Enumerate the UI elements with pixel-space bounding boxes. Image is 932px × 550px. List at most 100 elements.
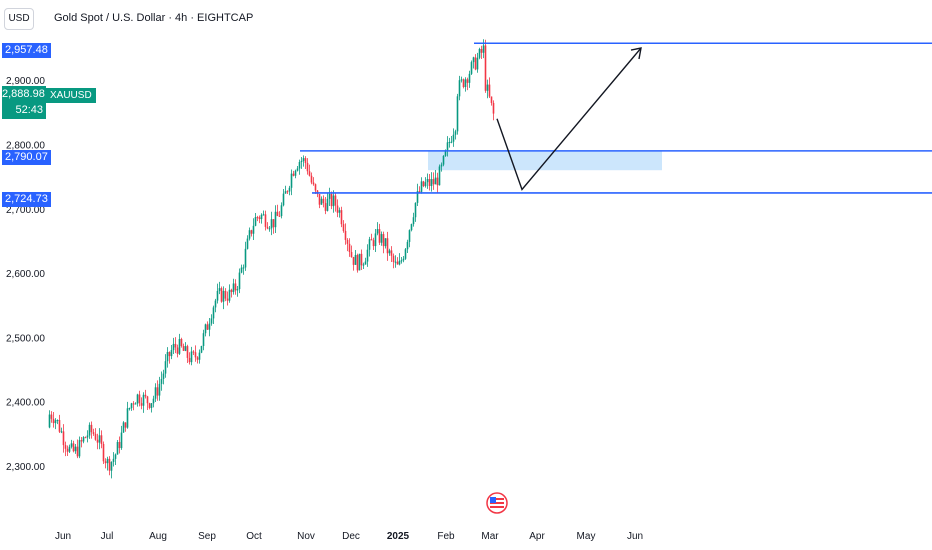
candle-body bbox=[208, 323, 211, 330]
candle-body bbox=[118, 442, 121, 449]
candle-body bbox=[142, 394, 145, 406]
candle-body bbox=[130, 403, 133, 409]
candle-body bbox=[366, 249, 369, 262]
candle-body bbox=[78, 440, 81, 457]
candle-body bbox=[474, 57, 477, 70]
x-tick-label: 2025 bbox=[387, 531, 410, 542]
candle-body bbox=[454, 131, 457, 135]
candle-body bbox=[156, 387, 159, 396]
candle-body bbox=[172, 343, 175, 351]
candle-body bbox=[318, 194, 321, 205]
candle-body bbox=[186, 346, 189, 358]
candle-body bbox=[224, 290, 227, 299]
candle-body bbox=[416, 191, 419, 203]
candle-body bbox=[408, 230, 411, 242]
candle-body bbox=[422, 181, 425, 187]
candle-body bbox=[478, 48, 481, 58]
candle-body bbox=[336, 205, 339, 213]
candle-body bbox=[232, 283, 235, 293]
candle-body bbox=[452, 134, 455, 142]
candle-body bbox=[250, 230, 253, 234]
candle-body bbox=[72, 443, 75, 452]
candle-body bbox=[146, 396, 149, 404]
us-flag-icon[interactable] bbox=[486, 492, 508, 514]
candle-body bbox=[164, 361, 167, 374]
candle-body bbox=[448, 142, 451, 144]
candle-body bbox=[90, 424, 93, 433]
candle-body bbox=[350, 251, 353, 258]
x-tick-label: Jul bbox=[101, 531, 114, 542]
candle-body bbox=[266, 226, 269, 229]
candle-body bbox=[428, 179, 431, 187]
y-tick-label: 2,400.00 bbox=[6, 398, 45, 409]
x-tick-label: Mar bbox=[481, 531, 499, 542]
candle-body bbox=[354, 254, 357, 265]
candle-body bbox=[86, 435, 89, 438]
candle-body bbox=[314, 184, 317, 191]
candle-body bbox=[450, 141, 453, 143]
candle-body bbox=[124, 422, 127, 428]
candle-body bbox=[378, 229, 381, 243]
candle-body bbox=[418, 191, 421, 193]
candle-body bbox=[328, 193, 331, 199]
candle-body bbox=[440, 164, 443, 167]
candle-body bbox=[276, 211, 279, 216]
zone-bottom-price-tag: 2,724.73 bbox=[2, 192, 51, 207]
candle-body bbox=[492, 102, 495, 114]
candle-body bbox=[134, 403, 137, 405]
x-tick-label: Jun bbox=[627, 531, 643, 542]
candle-body bbox=[426, 179, 429, 183]
x-tick-label: Nov bbox=[297, 531, 315, 542]
projection-arrowhead bbox=[630, 47, 642, 60]
candle-body bbox=[180, 338, 183, 347]
candle-countdown: 52:43 bbox=[15, 104, 43, 116]
candle-body bbox=[324, 203, 327, 211]
candle-body bbox=[184, 346, 187, 351]
candle-body bbox=[446, 142, 449, 151]
candle-body bbox=[120, 432, 123, 449]
candle-body bbox=[298, 162, 301, 169]
candle-body bbox=[430, 179, 433, 187]
candle-body bbox=[300, 160, 303, 163]
candle-body bbox=[424, 182, 427, 187]
candle-body bbox=[84, 437, 87, 439]
candle-body bbox=[212, 307, 215, 319]
candle-body bbox=[238, 272, 241, 290]
x-tick-label: Oct bbox=[246, 531, 262, 542]
candle-body bbox=[302, 158, 305, 161]
candle-body bbox=[58, 420, 61, 432]
candle-body bbox=[128, 408, 131, 410]
candle-body bbox=[264, 214, 267, 227]
candle-body bbox=[206, 324, 209, 330]
candle-body bbox=[192, 351, 195, 353]
candle-body bbox=[112, 458, 115, 462]
candle-body bbox=[132, 403, 135, 405]
candle-body bbox=[256, 217, 259, 219]
candle-body bbox=[284, 191, 287, 194]
candle-body bbox=[310, 175, 313, 183]
candle-body bbox=[88, 424, 91, 436]
candle-body bbox=[292, 173, 295, 176]
currency-button[interactable]: USD bbox=[4, 8, 34, 30]
candle-body bbox=[144, 394, 147, 397]
candle-body bbox=[272, 219, 275, 228]
candle-body bbox=[346, 239, 349, 244]
candle-body bbox=[94, 433, 97, 440]
candle-body bbox=[464, 79, 467, 88]
candle-body bbox=[402, 258, 405, 261]
current-price-tag: 2,888.98 52:43 bbox=[2, 86, 46, 119]
candle-body bbox=[382, 234, 385, 247]
candle-body bbox=[210, 318, 213, 324]
candle-body bbox=[458, 80, 461, 97]
candle-body bbox=[338, 210, 341, 213]
candle-body bbox=[384, 238, 387, 247]
candle-body bbox=[226, 298, 229, 301]
candle-body bbox=[358, 253, 361, 271]
candle-body bbox=[220, 288, 223, 302]
symbol-tag: XAUUSD bbox=[46, 88, 96, 103]
candle-body bbox=[230, 289, 233, 293]
candle-body bbox=[274, 211, 277, 228]
candle-body bbox=[190, 351, 193, 363]
candle-body bbox=[126, 408, 129, 428]
